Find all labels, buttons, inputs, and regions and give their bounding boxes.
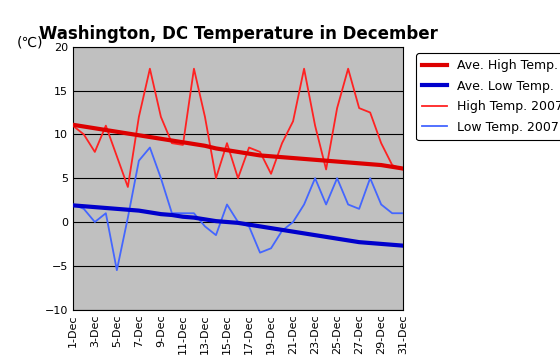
Text: Washington, DC Temperature in December: Washington, DC Temperature in December [39,25,437,43]
Text: (℃): (℃) [17,36,43,50]
Legend: Ave. High Temp., Ave. Low Temp., High Temp. 2007, Low Temp. 2007: Ave. High Temp., Ave. Low Temp., High Te… [416,53,560,140]
